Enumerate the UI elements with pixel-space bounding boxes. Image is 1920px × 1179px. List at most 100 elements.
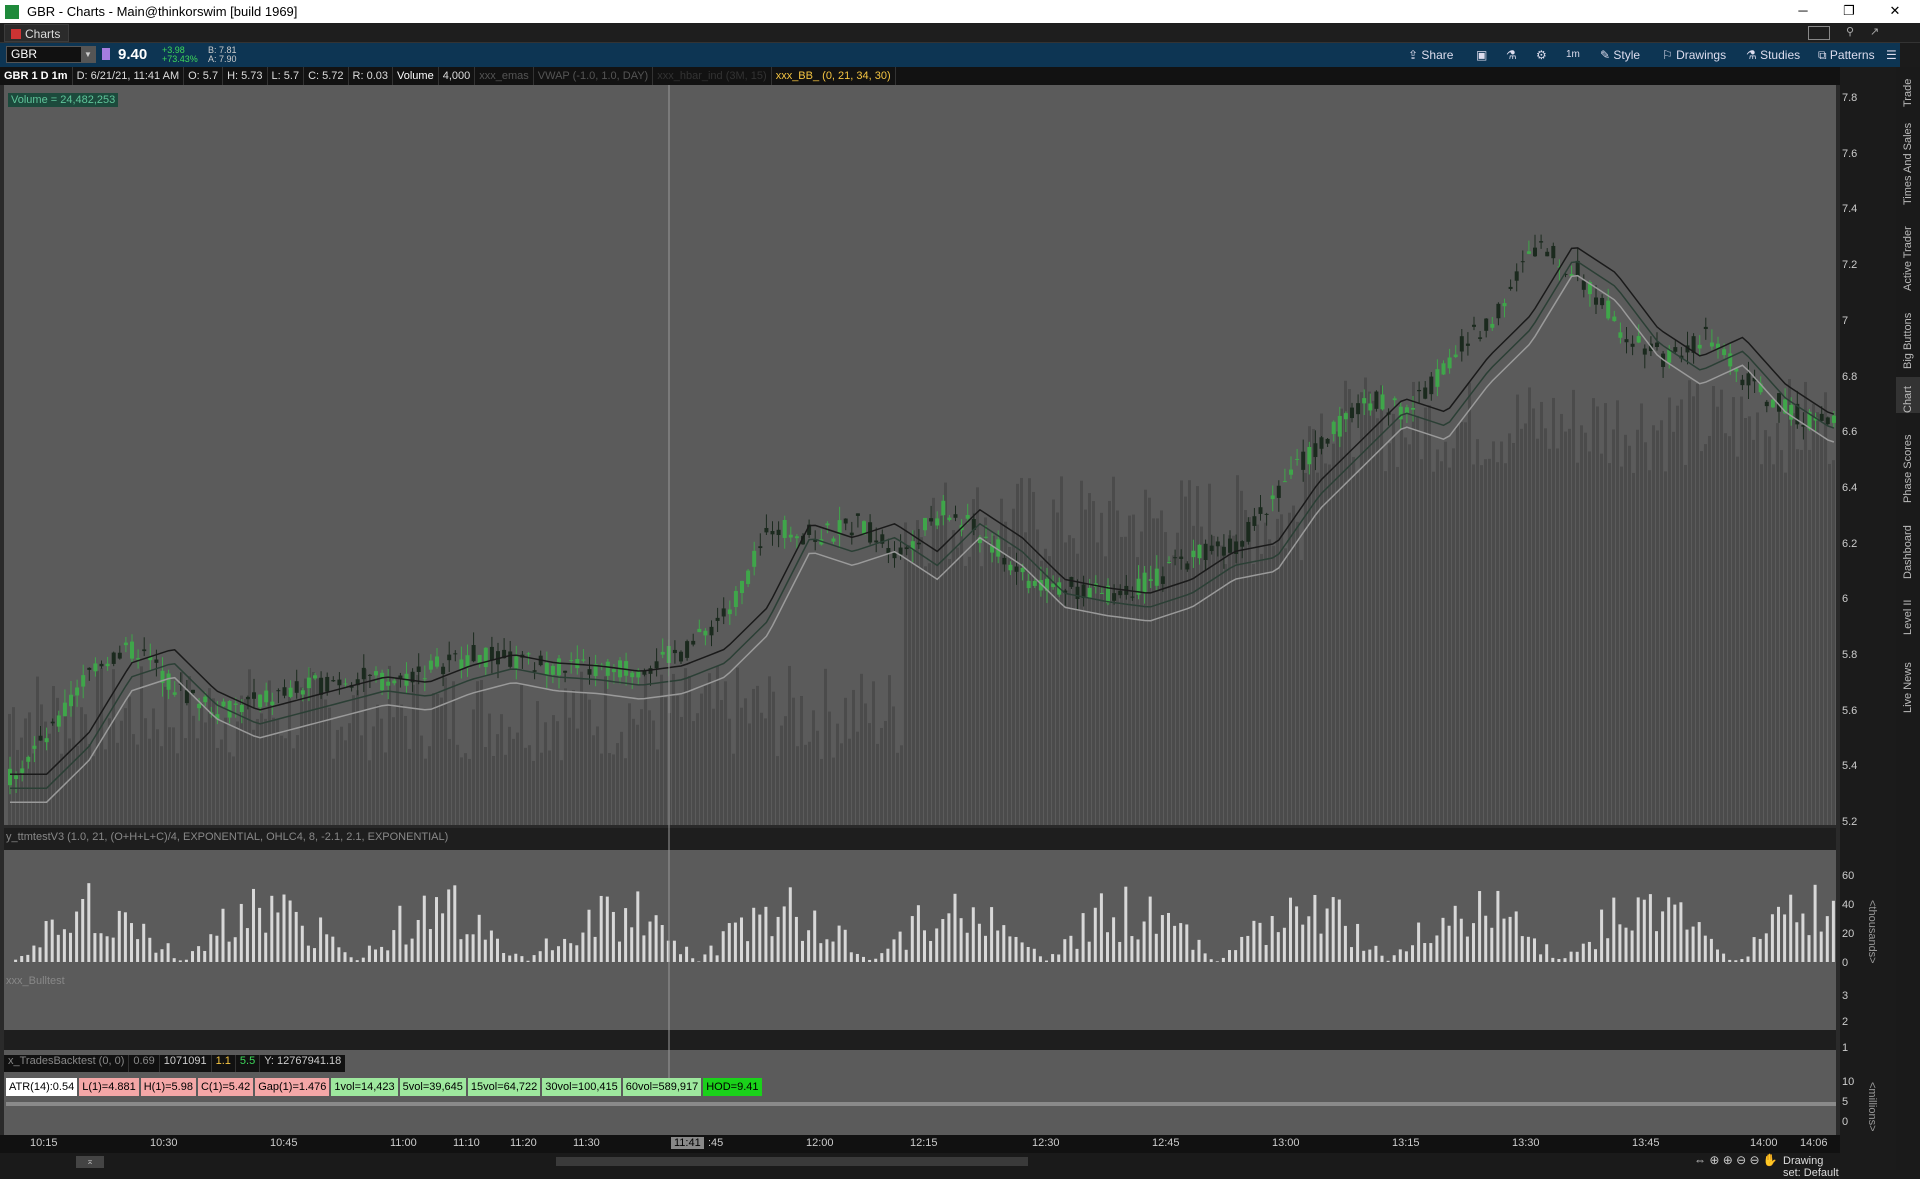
last-price: 9.40 bbox=[118, 46, 148, 63]
volume-bar bbox=[1056, 512, 1059, 825]
candle-body bbox=[526, 653, 531, 655]
drawings-button[interactable]: ⚐ Drawings bbox=[1662, 48, 1727, 62]
volume-bar bbox=[1516, 394, 1519, 825]
volume-bar bbox=[548, 750, 551, 825]
ttm-bar bbox=[1093, 907, 1097, 962]
volume-bar bbox=[1072, 538, 1075, 825]
volume-bar bbox=[44, 721, 47, 825]
zoom-controls-icon[interactable]: ⇔ ⊕ ⊕ ⊖ ⊖ ✋ bbox=[1694, 1153, 1778, 1167]
volume-bar bbox=[460, 757, 463, 825]
candle-body bbox=[1398, 406, 1403, 420]
ttm-bar bbox=[1764, 933, 1768, 962]
scroll-thumb[interactable] bbox=[556, 1157, 1028, 1166]
volume-bar bbox=[1708, 435, 1711, 825]
study-label-vwap[interactable]: VWAP (-1.0, 1.0, DAY) bbox=[534, 67, 654, 85]
volume-bar bbox=[728, 718, 731, 825]
candle-body bbox=[8, 768, 12, 786]
close-icon[interactable]: ✕ bbox=[1889, 3, 1901, 18]
candle-body bbox=[502, 649, 507, 659]
candle-body bbox=[453, 653, 458, 655]
restore-icon[interactable]: ❐ bbox=[1843, 3, 1855, 18]
volume-bar bbox=[1768, 436, 1771, 825]
ttm-bar bbox=[87, 883, 91, 962]
right-tab-big-buttons[interactable]: Big Buttons bbox=[1896, 299, 1920, 369]
candle-body bbox=[1173, 557, 1178, 559]
minimize-icon[interactable]: ─ bbox=[1798, 3, 1808, 18]
price-chart[interactable] bbox=[0, 85, 1840, 1170]
studies-button[interactable]: ⚗ Studies bbox=[1746, 48, 1801, 62]
popout-icon[interactable]: ↗ bbox=[1870, 26, 1880, 38]
ttm-bar bbox=[1301, 924, 1305, 962]
timeframe-button[interactable]: 1m bbox=[1566, 49, 1580, 60]
symbol-input[interactable]: GBR ▼ bbox=[6, 46, 96, 63]
volume-bar bbox=[648, 710, 651, 825]
ttm-bar bbox=[733, 922, 737, 962]
tab-charts[interactable]: Charts bbox=[4, 24, 70, 42]
bottom-scrollbar[interactable]: ⌅ ⇔ ⊕ ⊕ ⊖ ⊖ ✋ Drawing set: Default bbox=[0, 1153, 1840, 1179]
volume-bar bbox=[1528, 387, 1531, 825]
share-button[interactable]: ⇪ Share bbox=[1408, 48, 1454, 62]
menu-icon[interactable]: ☰ bbox=[1886, 48, 1897, 62]
right-tab-trade[interactable]: Trade bbox=[1896, 73, 1920, 107]
right-tab-active-trader[interactable]: Active Trader bbox=[1896, 213, 1920, 291]
candle-body bbox=[1697, 344, 1702, 349]
symbol-dropdown-icon[interactable]: ▼ bbox=[81, 47, 95, 62]
volume-bar bbox=[1620, 466, 1623, 825]
flask-icon[interactable]: ⚗ bbox=[1506, 48, 1517, 62]
candle-body bbox=[1496, 303, 1501, 319]
candle-body bbox=[471, 645, 476, 662]
ttm-bar bbox=[1648, 894, 1652, 962]
ttm-bar bbox=[1258, 922, 1262, 962]
bar-high: H: 5.73 bbox=[223, 67, 268, 85]
volume-bar bbox=[308, 668, 311, 825]
volume-axis-tick: 0 bbox=[1842, 1116, 1849, 1128]
ttm-bar bbox=[1624, 927, 1628, 962]
style-button[interactable]: ✎ Style bbox=[1600, 48, 1641, 62]
right-tab-live-news[interactable]: Live News bbox=[1896, 643, 1920, 713]
layout-icon[interactable] bbox=[1808, 26, 1830, 40]
save-icon[interactable]: ▣ bbox=[1476, 48, 1488, 62]
link-icon[interactable] bbox=[102, 48, 110, 60]
study-label-hbar[interactable]: xxx_hbar_ind (3M, 15) bbox=[653, 67, 772, 85]
candle-body bbox=[947, 517, 952, 520]
candle-body bbox=[1581, 280, 1586, 290]
right-tab-chart[interactable]: Chart bbox=[1896, 377, 1920, 413]
ttm-bar bbox=[178, 960, 182, 962]
candle-body bbox=[587, 669, 592, 675]
volume-bar bbox=[640, 709, 643, 825]
volume-bar bbox=[344, 740, 347, 825]
volume-bar bbox=[244, 698, 247, 825]
volume-bar bbox=[1164, 532, 1167, 825]
patterns-button[interactable]: ⧉ Patterns bbox=[1818, 48, 1875, 62]
volume-bar bbox=[1764, 430, 1767, 825]
volume-axis-tick: 5 bbox=[1842, 1096, 1849, 1108]
ttm-bar bbox=[1252, 920, 1256, 962]
price-change-value: +3.98 bbox=[162, 45, 185, 55]
right-tab-level-ii[interactable]: Level II bbox=[1896, 587, 1920, 635]
drawing-set-label[interactable]: Drawing set: Default bbox=[1783, 1155, 1839, 1179]
candle-body bbox=[1722, 349, 1727, 356]
right-tab-dashboard[interactable]: Dashboard bbox=[1896, 511, 1920, 579]
study-label-bb[interactable]: xxx_BB_ (0, 21, 34, 30) bbox=[772, 67, 896, 85]
volume-bar bbox=[1324, 463, 1327, 825]
pin-icon[interactable]: ⚲ bbox=[1846, 26, 1855, 38]
right-tab-phase-scores[interactable]: Phase Scores bbox=[1896, 421, 1920, 503]
ttm-bar bbox=[14, 959, 18, 962]
candle-body bbox=[685, 641, 690, 658]
volume-bar bbox=[796, 746, 799, 825]
study-label-emas[interactable]: xxx_emas bbox=[475, 67, 534, 85]
volume-bar bbox=[1716, 406, 1719, 825]
ttm-bar bbox=[1441, 917, 1445, 962]
volume-bar bbox=[924, 566, 927, 825]
volume-bar bbox=[824, 668, 827, 825]
ttm-bar bbox=[398, 905, 402, 962]
candle-body bbox=[1618, 332, 1623, 338]
volume-bar bbox=[1088, 493, 1091, 825]
expand-icon[interactable]: ⌅ bbox=[76, 1156, 104, 1168]
volume-bar bbox=[372, 726, 375, 825]
gear-icon[interactable]: ⚙ bbox=[1536, 48, 1547, 62]
volume-bar bbox=[904, 522, 907, 825]
trades-backtest-label: x_TradesBacktest (0, 0) bbox=[4, 1055, 130, 1072]
right-tab-times-and-sales[interactable]: Times And Sales bbox=[1896, 115, 1920, 205]
volume-bar bbox=[1392, 413, 1395, 825]
